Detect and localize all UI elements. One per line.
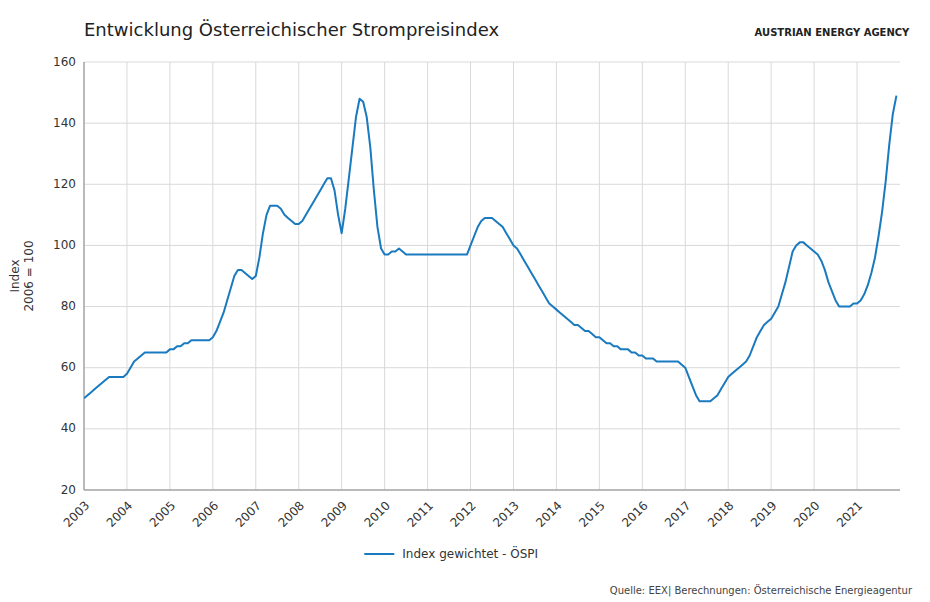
axes: 20 40 60 80 100 120 140 160 2003 2004 2005 2006 2007… [53, 55, 900, 530]
y-tick-label: 120 [53, 177, 76, 191]
y-grid-line [84, 367, 900, 368]
y-tick-label: 80 [61, 299, 76, 313]
x-tick-label: 2016 [619, 498, 650, 529]
agency-label: AUSTRIAN ENERGY AGENCY [755, 27, 911, 38]
y-axis-line [84, 62, 85, 490]
y-grid-line [84, 62, 900, 63]
legend-label: Index gewichtet - ÖSPI [402, 545, 538, 561]
y-tick-label: 100 [53, 238, 76, 252]
y-grid-line [84, 184, 900, 185]
x-tick-label: 2014 [533, 498, 564, 529]
x-tick-label: 2011 [404, 498, 435, 529]
x-grid-line [169, 62, 170, 490]
y-axis-label: Index2006 = 100 [8, 240, 36, 311]
y-tick-label: 60 [61, 360, 76, 374]
x-grid-line [771, 62, 772, 490]
grid [84, 62, 900, 490]
y-grid-line [84, 123, 900, 124]
y-axis-label-line: 2006 = 100 [22, 240, 36, 311]
x-tick-label: 2012 [447, 498, 478, 529]
x-tick-label: 2019 [748, 498, 779, 529]
y-tick-label: 140 [53, 116, 76, 130]
x-grid-line [126, 62, 127, 490]
x-tick-label: 2010 [361, 498, 392, 529]
x-tick-label: 2020 [791, 498, 822, 529]
x-grid-line [212, 62, 213, 490]
x-grid-line [298, 62, 299, 490]
x-grid-line [384, 62, 385, 490]
x-tick-label: 2008 [276, 498, 307, 529]
x-grid-line [341, 62, 342, 490]
x-tick-label: 2005 [147, 498, 178, 529]
x-grid-line [642, 62, 643, 490]
x-tick-label: 2021 [834, 498, 865, 529]
x-grid-line [728, 62, 729, 490]
x-grid-line [556, 62, 557, 490]
x-tick-label: 2006 [190, 498, 221, 529]
x-axis-line [84, 490, 900, 491]
x-grid-line [513, 62, 514, 490]
plot-area [84, 96, 896, 402]
x-tick-label: 2017 [662, 498, 693, 529]
x-tick-label: 2004 [104, 498, 135, 529]
y-grid-line [84, 490, 900, 491]
x-grid-line [857, 62, 858, 490]
background [0, 0, 930, 602]
x-grid-line [470, 62, 471, 490]
x-grid-line [814, 62, 815, 490]
y-tick-label: 20 [61, 483, 76, 497]
source-note: Quelle: EEX| Berechnungen: Österreichisc… [610, 584, 913, 597]
x-tick-label: 2015 [576, 498, 607, 529]
legend: Index gewichtet - ÖSPI [364, 545, 538, 561]
x-grid-line [84, 62, 85, 490]
x-tick-label: 2018 [705, 498, 736, 529]
x-tick-label: 2013 [490, 498, 521, 529]
chart: 20 40 60 80 100 120 140 160 2003 2004 2005 2006 2007… [0, 0, 930, 602]
y-axis-label-line: Index [8, 259, 22, 292]
y-grid-line [84, 245, 900, 246]
x-tick-label: 2007 [233, 498, 264, 529]
title: Entwicklung Österreichischer Strompreisi… [84, 19, 499, 40]
x-grid-line [427, 62, 428, 490]
y-tick-label: 40 [61, 421, 76, 435]
x-grid-line [685, 62, 686, 490]
legend-swatch [364, 553, 394, 555]
x-grid-line [599, 62, 600, 490]
y-tick-label: 160 [53, 55, 76, 69]
x-tick-label: 2009 [319, 498, 350, 529]
y-grid-line [84, 428, 900, 429]
x-tick-label: 2003 [61, 498, 92, 529]
line-series [84, 96, 896, 402]
